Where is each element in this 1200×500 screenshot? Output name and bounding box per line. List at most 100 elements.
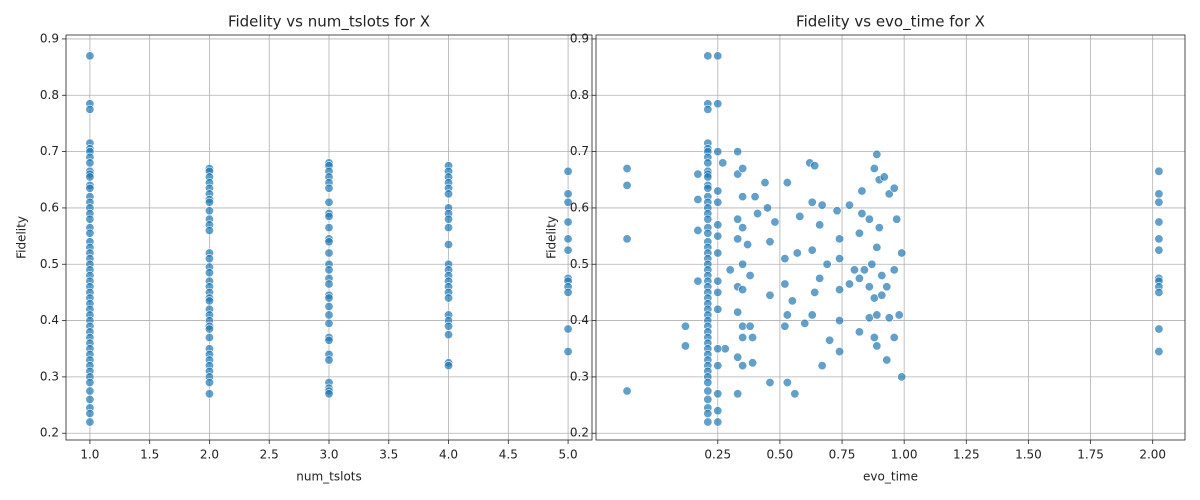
point	[444, 293, 454, 303]
point	[85, 104, 95, 114]
x-tick-label: 3.0	[319, 448, 338, 462]
point	[864, 313, 874, 323]
chart-title: Fidelity vs num_tslots for X	[228, 13, 430, 32]
point	[745, 321, 755, 331]
point	[204, 225, 214, 235]
point	[795, 211, 805, 221]
point	[85, 386, 95, 396]
point	[815, 220, 825, 230]
point	[817, 200, 827, 210]
x-tick-label: 4.5	[499, 448, 518, 462]
point	[745, 271, 755, 281]
y-tick-label: 0.4	[40, 313, 59, 327]
point	[854, 273, 864, 283]
axes-frame	[65, 34, 593, 441]
x-tick-label: 1.5	[140, 448, 159, 462]
point	[1154, 234, 1164, 244]
x-tick-label: 1.0	[80, 448, 99, 462]
x-tick-label: 3.5	[379, 448, 398, 462]
point	[324, 389, 334, 399]
x-tick-label: 1.50	[1015, 448, 1042, 462]
point	[889, 265, 899, 275]
point	[832, 206, 842, 216]
point	[857, 209, 867, 219]
point	[444, 330, 454, 340]
point	[822, 259, 832, 269]
point	[733, 214, 743, 224]
point	[324, 310, 334, 320]
point	[85, 51, 95, 61]
point	[703, 386, 713, 396]
y-axis-label: Fidelity	[15, 216, 29, 259]
point	[733, 307, 743, 317]
point	[743, 240, 753, 250]
point	[703, 228, 713, 238]
point	[815, 273, 825, 283]
point	[444, 321, 454, 331]
point	[563, 287, 573, 297]
point	[563, 197, 573, 207]
point	[835, 347, 845, 357]
point	[750, 192, 760, 202]
point	[693, 276, 703, 286]
point	[563, 245, 573, 255]
point	[810, 287, 820, 297]
point	[563, 217, 573, 227]
point	[780, 321, 790, 331]
point	[869, 293, 879, 303]
point	[324, 197, 334, 207]
point	[864, 282, 874, 292]
y-tick-label: 0.7	[570, 144, 589, 158]
point	[713, 197, 723, 207]
x-tick-label: 0.25	[704, 448, 731, 462]
x-tick-label: 2.00	[1139, 448, 1166, 462]
point	[733, 147, 743, 157]
point	[807, 310, 817, 320]
point	[884, 313, 894, 323]
y-axis-label: Fidelity	[545, 216, 559, 259]
point	[849, 265, 859, 275]
point	[854, 228, 864, 238]
point	[444, 240, 454, 250]
y-tick-label: 0.3	[40, 369, 59, 383]
point	[713, 220, 723, 230]
point	[713, 406, 723, 416]
point	[324, 223, 334, 233]
x-tick-label: 2.5	[260, 448, 279, 462]
x-tick-label: 1.00	[891, 448, 918, 462]
point	[765, 237, 775, 247]
point	[622, 234, 632, 244]
point	[760, 178, 770, 188]
point	[725, 265, 735, 275]
point	[693, 225, 703, 235]
point	[765, 378, 775, 388]
point	[718, 158, 728, 168]
point	[713, 344, 723, 354]
point	[703, 214, 713, 224]
point	[790, 389, 800, 399]
point	[444, 214, 454, 224]
y-tick-label: 0.4	[570, 313, 589, 327]
point	[680, 341, 690, 351]
point	[782, 378, 792, 388]
y-tick-label: 0.5	[570, 257, 589, 271]
point	[324, 183, 334, 193]
y-tick-label: 0.6	[570, 200, 589, 214]
point	[782, 178, 792, 188]
y-tick-label: 0.5	[40, 257, 59, 271]
point	[877, 290, 887, 300]
point	[703, 172, 713, 182]
point	[204, 332, 214, 342]
point	[835, 285, 845, 295]
point	[753, 209, 763, 219]
point	[204, 254, 214, 264]
point	[792, 248, 802, 258]
point	[869, 332, 879, 342]
y-tick-label: 0.3	[570, 369, 589, 383]
point	[85, 172, 95, 182]
point	[884, 189, 894, 199]
point	[713, 248, 723, 258]
point	[882, 355, 892, 365]
point	[85, 228, 95, 238]
point	[324, 279, 334, 289]
